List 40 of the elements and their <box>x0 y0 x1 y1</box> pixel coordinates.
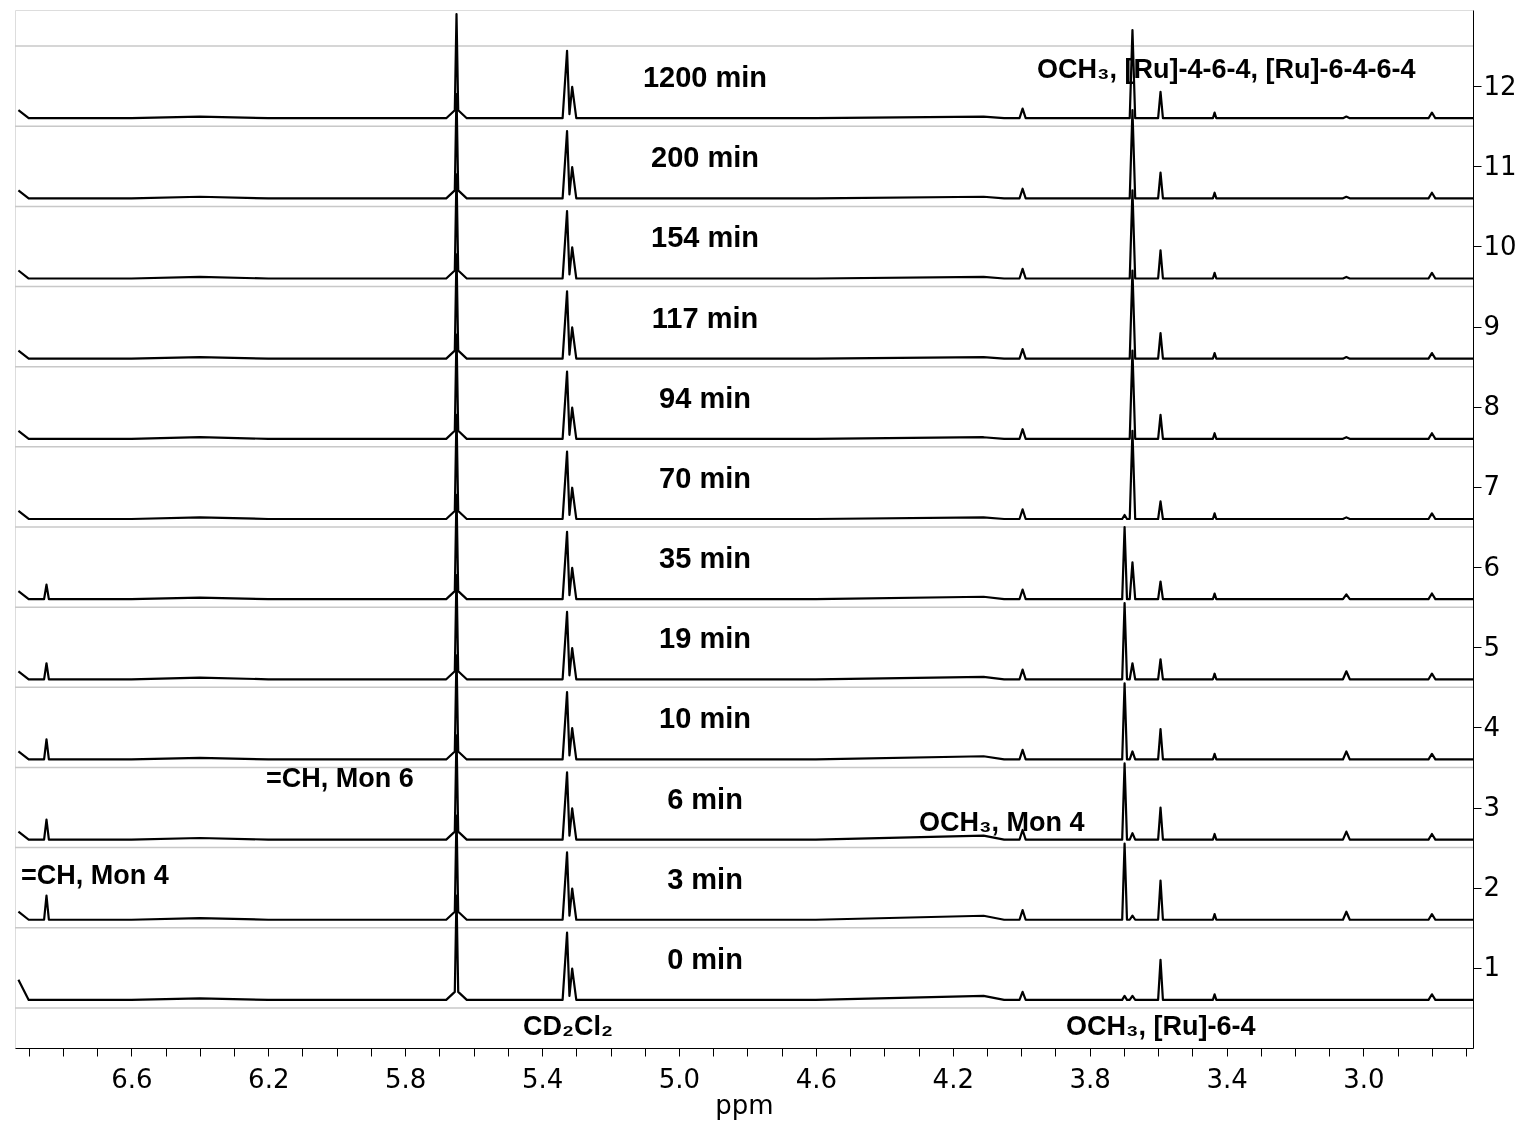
series-label: 70 min <box>659 461 751 494</box>
x-tick-label: 6.6 <box>111 1063 153 1094</box>
series-label: 35 min <box>659 542 751 575</box>
x-tick-label: 3.4 <box>1206 1063 1248 1094</box>
series-label: 6 min <box>667 782 743 815</box>
y-tick-label: 2 <box>1483 872 1501 903</box>
x-tick-label: 4.2 <box>932 1063 974 1094</box>
annotation: OCH₃, Mon 4 <box>919 807 1085 837</box>
annotation: CD₂Cl₂ <box>523 1011 613 1041</box>
y-tick-label: 3 <box>1483 792 1501 823</box>
y-tick-label: 8 <box>1483 391 1501 422</box>
x-tick-label: 4.6 <box>795 1063 838 1094</box>
y-tick-label: 7 <box>1483 471 1501 502</box>
annotation: =CH, Mon 6 <box>266 763 414 793</box>
series-label: 19 min <box>659 622 751 655</box>
x-tick-label: 5.4 <box>521 1063 564 1094</box>
series-label: 3 min <box>667 862 743 895</box>
y-tick-label: 1 <box>1483 952 1501 983</box>
series-label: 0 min <box>667 942 743 975</box>
series-label: 154 min <box>651 221 759 254</box>
x-axis-title: ppm <box>715 1089 774 1120</box>
series-label: 1200 min <box>642 61 768 94</box>
series-label: 10 min <box>659 702 751 735</box>
x-tick-label: 3.0 <box>1343 1063 1385 1094</box>
series-label: 200 min <box>651 141 759 174</box>
x-tick-label: 3.8 <box>1069 1063 1111 1094</box>
annotation: =CH, Mon 4 <box>21 860 169 890</box>
y-tick-label: 4 <box>1483 711 1501 742</box>
y-tick-label: 5 <box>1483 631 1501 662</box>
y-tick-label: 6 <box>1483 551 1501 582</box>
annotation: OCH₃, [Ru]-6-4 <box>1066 1011 1256 1041</box>
x-tick-label: 5.0 <box>658 1063 701 1094</box>
x-tick-label: 5.8 <box>384 1063 427 1094</box>
series-label: 117 min <box>651 301 759 334</box>
y-tick-label: 11 <box>1483 150 1517 181</box>
y-tick-label: 9 <box>1483 311 1501 342</box>
series-label: 94 min <box>659 381 751 414</box>
y-tick-label: 12 <box>1483 70 1517 101</box>
y-tick-label: 10 <box>1483 230 1517 261</box>
x-tick-label: 6.2 <box>248 1063 290 1094</box>
